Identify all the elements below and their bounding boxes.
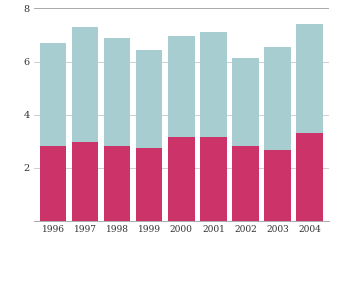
Bar [296,24,323,133]
Bar [72,27,98,142]
Bar [232,57,259,147]
Bar [296,133,323,221]
Bar [104,147,131,221]
Bar [264,47,291,151]
Bar [104,38,131,147]
Bar [168,137,195,221]
Bar [72,142,98,221]
Bar [40,43,66,147]
Bar [200,137,226,221]
Bar [232,147,259,221]
Bar [168,36,195,137]
Bar [200,32,226,137]
Bar [40,147,66,221]
Bar [264,151,291,221]
Bar [136,148,162,221]
Bar [136,50,162,148]
